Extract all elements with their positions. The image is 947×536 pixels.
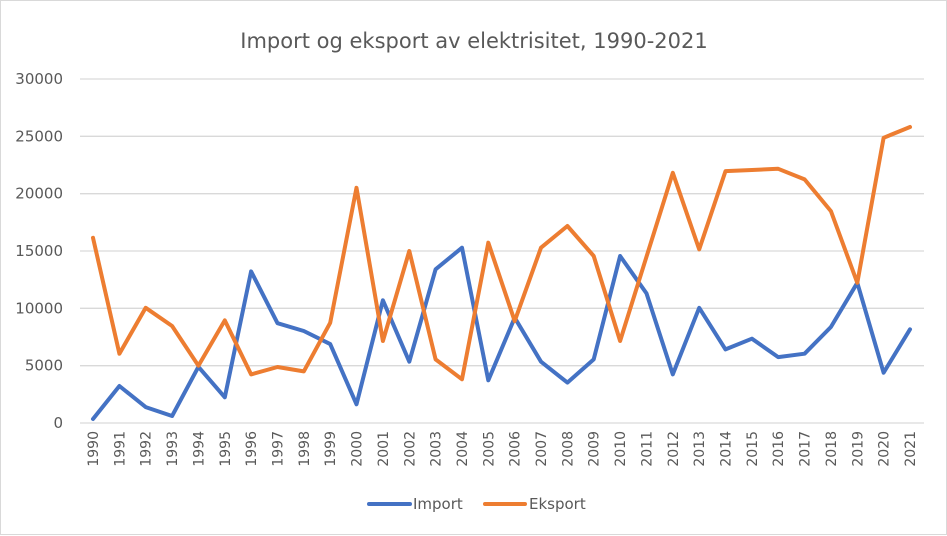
x-tick-label: 2004 [455,431,471,467]
x-tick-label: 1994 [191,431,207,467]
series-lines [93,127,910,419]
x-tick-label: 2005 [481,431,497,467]
y-tick-label: 30000 [15,70,63,88]
x-tick-label: 2000 [350,431,366,467]
x-tick-label: 1990 [86,431,102,467]
y-tick-label: 25000 [15,127,63,145]
x-tick-label: 2007 [534,431,550,467]
x-tick-label: 2020 [877,431,893,467]
legend: Import Eksport [369,495,586,513]
y-tick-label: 0 [53,414,63,432]
series-line-eksport [93,127,910,379]
y-tick-label: 15000 [15,242,63,260]
y-tick-label: 10000 [15,299,63,317]
x-tick-label: 2012 [666,431,682,467]
x-tick-label: 2017 [798,431,814,467]
x-tick-label: 1997 [270,431,286,467]
x-tick-label: 2015 [745,431,761,467]
x-tick-label: 2011 [639,431,655,467]
legend-label: Import [413,495,463,513]
x-tick-label: 2013 [692,431,708,467]
x-tick-label: 2003 [429,431,445,467]
x-tick-label: 2009 [587,431,603,467]
x-tick-label: 1996 [244,431,260,467]
x-tick-label: 2014 [719,431,735,467]
legend-item-eksport: Eksport [485,495,586,513]
chart-title: Import og eksport av elektrisitet, 1990-… [240,29,707,53]
x-tick-label: 2010 [613,431,629,467]
legend-label: Eksport [529,495,586,513]
x-tick-label: 1993 [165,431,181,467]
y-tick-label: 5000 [25,357,63,375]
x-tick-label: 2001 [376,431,392,467]
x-tick-label: 1991 [112,431,128,467]
x-tick-label: 2021 [903,431,919,467]
y-axis-ticks: 0 5000 10000 15000 20000 25000 30000 [15,70,63,432]
x-tick-label: 1992 [139,431,155,467]
x-axis-ticks: 1990 1991 1992 1993 1994 1995 1996 1997 1998 1999… [86,431,919,467]
x-tick-label: 1999 [323,431,339,467]
x-tick-label: 1998 [297,431,313,467]
x-tick-label: 2006 [508,431,524,467]
gridlines [80,79,924,423]
x-tick-label: 2018 [824,431,840,467]
legend-item-import: Import [369,495,463,513]
x-tick-label: 2002 [402,431,418,467]
x-tick-label: 2016 [771,431,787,467]
x-tick-label: 2008 [560,431,576,467]
y-tick-label: 20000 [15,185,63,203]
x-tick-label: 1995 [218,431,234,467]
x-tick-label: 2019 [850,431,866,467]
